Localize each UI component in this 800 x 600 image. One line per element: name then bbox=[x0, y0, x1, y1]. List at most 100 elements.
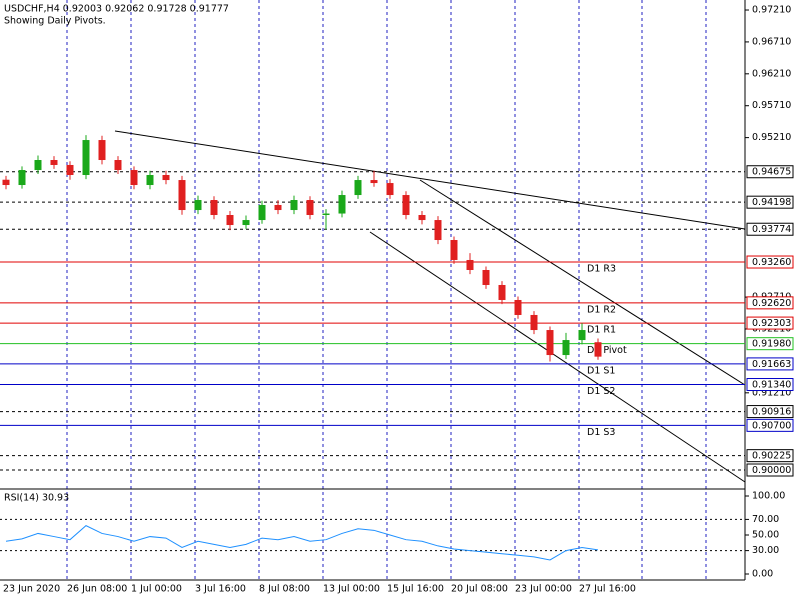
candle-body bbox=[322, 213, 330, 216]
level-price-label: 0.93260 bbox=[752, 257, 791, 268]
level-price-box bbox=[746, 296, 794, 310]
chart-subtitle: Showing Daily Pivots. bbox=[4, 16, 106, 27]
candle-body bbox=[98, 140, 106, 161]
trend-line bbox=[419, 179, 746, 386]
candle-body bbox=[194, 200, 202, 211]
pivot-label: D1 Pivot bbox=[587, 345, 627, 356]
time-grid bbox=[66, 0, 707, 580]
level-price-box bbox=[746, 195, 794, 209]
candle-body bbox=[418, 215, 426, 221]
time-label: 23 Jul 00:00 bbox=[515, 584, 572, 595]
trend-line bbox=[114, 130, 746, 230]
time-label: 23 Jun 2020 bbox=[3, 584, 60, 595]
candle-body bbox=[2, 179, 10, 186]
chart-title: USDCHF,H4 0.92003 0.92062 0.91728 0.9177… bbox=[4, 4, 229, 15]
rsi-line bbox=[5, 525, 599, 561]
level-price-label: 0.90916 bbox=[752, 407, 791, 418]
candle-body bbox=[242, 220, 250, 226]
candle-body bbox=[386, 183, 394, 196]
time-label: 27 Jul 16:00 bbox=[579, 584, 636, 595]
y-tick-label: 0.96210 bbox=[752, 68, 791, 79]
candle-body bbox=[66, 164, 74, 176]
level-price-box bbox=[746, 418, 794, 432]
level-price-label: 0.92303 bbox=[752, 318, 791, 329]
level-price-box bbox=[746, 463, 794, 477]
level-price-box bbox=[746, 405, 794, 419]
level-price-box bbox=[746, 378, 794, 392]
pivot-label: D1 S3 bbox=[587, 427, 615, 438]
candle-body bbox=[82, 140, 90, 176]
level-price-box bbox=[746, 165, 794, 179]
candle-body bbox=[466, 259, 474, 270]
y-tick-label: 0.97210 bbox=[752, 5, 791, 16]
level-price-label: 0.92620 bbox=[752, 298, 791, 309]
level-price-box bbox=[746, 337, 794, 351]
time-label: 8 Jul 08:00 bbox=[259, 584, 310, 595]
candle-body bbox=[578, 330, 586, 341]
pivot-label: D1 S1 bbox=[587, 365, 615, 376]
pivot-label: D1 R3 bbox=[587, 264, 616, 275]
y-tick-label: 0.91210 bbox=[752, 387, 791, 398]
time-label: 1 Jul 00:00 bbox=[131, 584, 182, 595]
y-tick-label: 70.00 bbox=[752, 514, 779, 525]
pivot-label: D1 R1 bbox=[587, 325, 616, 336]
candle-body bbox=[514, 299, 522, 315]
level-price-box bbox=[746, 255, 794, 269]
level-price-label: 0.90225 bbox=[752, 451, 791, 462]
candle-body bbox=[274, 204, 282, 211]
candle-body bbox=[130, 170, 138, 186]
candle-body bbox=[210, 200, 218, 216]
pivot-label: D1 S2 bbox=[587, 386, 615, 397]
time-label: 20 Jul 08:00 bbox=[451, 584, 508, 595]
level-price-box bbox=[746, 222, 794, 236]
candle-body bbox=[290, 200, 298, 211]
candle-body bbox=[178, 180, 186, 211]
candle-body bbox=[498, 284, 506, 300]
y-tick-label: 0.95710 bbox=[752, 100, 791, 111]
time-label: 13 Jul 00:00 bbox=[323, 584, 380, 595]
indicator-title: RSI(14) 30.93 bbox=[4, 493, 69, 504]
candle-body bbox=[18, 170, 26, 186]
y-tick-label: 0.96710 bbox=[752, 36, 791, 47]
time-label: 26 Jun 08:00 bbox=[67, 584, 127, 595]
candle-body bbox=[370, 180, 378, 184]
level-price-box bbox=[746, 316, 794, 330]
candle-body bbox=[258, 204, 266, 221]
level-price-label: 0.90700 bbox=[752, 420, 791, 431]
candle-body bbox=[338, 195, 346, 214]
y-tick-label: 0.00 bbox=[752, 569, 773, 580]
time-label: 15 Jul 16:00 bbox=[387, 584, 444, 595]
candle-body bbox=[482, 269, 490, 285]
candle-body bbox=[562, 340, 570, 356]
candle-body bbox=[450, 240, 458, 260]
candle-body bbox=[354, 180, 362, 196]
level-price-label: 0.91340 bbox=[752, 380, 791, 391]
time-label: 3 Jul 16:00 bbox=[195, 584, 246, 595]
candle-body bbox=[594, 342, 602, 357]
candle-body bbox=[50, 160, 58, 165]
trend-line bbox=[369, 231, 746, 483]
level-price-label: 0.90000 bbox=[752, 465, 791, 476]
candle-body bbox=[34, 160, 42, 171]
y-tick-label: 100.00 bbox=[752, 491, 785, 502]
candle-body bbox=[162, 175, 170, 181]
level-price-box bbox=[746, 357, 794, 371]
pivot-label: D1 R2 bbox=[587, 304, 616, 315]
candle-body bbox=[530, 314, 538, 331]
candle-body bbox=[402, 195, 410, 216]
candle-body bbox=[226, 215, 234, 226]
y-tick-label: 30.00 bbox=[752, 545, 779, 556]
level-price-label: 0.94198 bbox=[752, 197, 791, 208]
level-price-box bbox=[746, 449, 794, 463]
level-price-label: 0.91663 bbox=[752, 359, 791, 370]
candle-body bbox=[146, 175, 154, 186]
level-price-label: 0.93774 bbox=[752, 224, 791, 235]
level-price-label: 0.91980 bbox=[752, 339, 791, 350]
y-tick-label: 50.00 bbox=[752, 530, 779, 541]
candle-body bbox=[114, 160, 122, 171]
candle-body bbox=[546, 330, 554, 356]
candle-body bbox=[434, 220, 442, 241]
candle-body bbox=[306, 200, 314, 216]
